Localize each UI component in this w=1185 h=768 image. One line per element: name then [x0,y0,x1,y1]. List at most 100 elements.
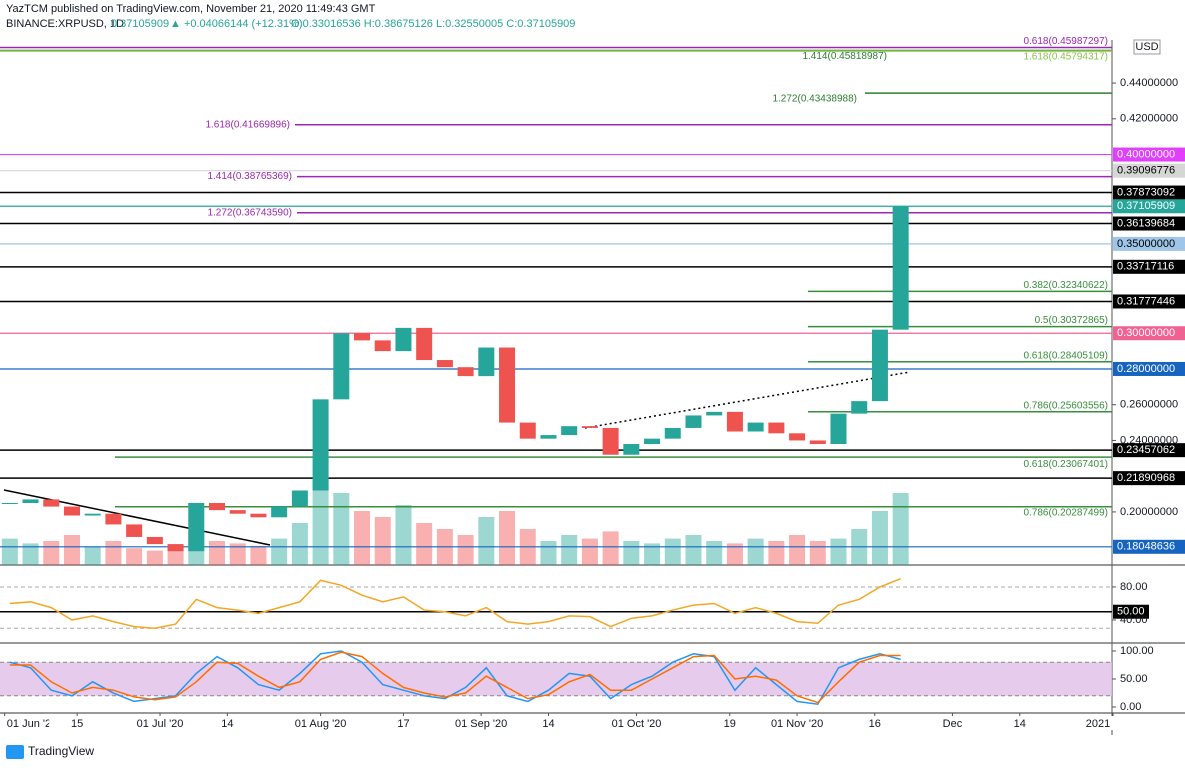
x-tick-bg [1070,716,1126,730]
y-tick-label: 0.00 [1120,701,1141,713]
fib-label: 1.414(0.45818987) [802,51,887,62]
x-tick-label: 15 [71,718,83,730]
rsi-midline-label: 50.00 [1117,606,1145,618]
volume-bar [84,547,101,565]
fib-label: 1.618(0.45794317) [1023,52,1108,63]
x-tick-bg [132,716,189,730]
volume-bar [395,505,412,565]
x-tick-label: Dec [943,718,963,730]
candle [291,490,308,507]
candle [43,499,60,507]
price-box [1113,539,1185,554]
candle [126,524,143,537]
candle [747,422,764,432]
price-box-label: 0.31777446 [1117,295,1175,307]
candle [519,422,536,439]
x-tick-label: 2021 [1086,718,1110,730]
x-tick-bg [701,716,758,730]
candle [499,347,516,423]
x-tick-label: 01 Sep '20 [455,718,507,730]
volume-bar [229,543,246,565]
ohlc: O:0.33016536 H:0.38675126 L:0.32550005 C… [291,18,575,30]
y-tick-label: 40.00 [1120,614,1148,626]
fib-label: 1.414(0.38765369) [207,171,292,182]
fib-label: 0.382(0.32340622) [1023,280,1108,291]
x-tick-bg [846,716,903,730]
candle [581,426,598,428]
candle [105,513,122,525]
candle [354,333,371,341]
rsi-line [9,578,901,629]
y-tick-label: 50.00 [1120,673,1148,685]
candle [395,327,412,352]
price-box-label: 0.37873092 [1117,186,1175,198]
volume-bar [478,517,495,565]
x-tick-bg [991,716,1048,730]
candle [830,413,847,445]
volume-bar [374,517,391,565]
x-tick-bg [49,716,106,730]
volume-bar [43,541,60,565]
volume-bar [416,523,433,565]
volume-bar [623,541,640,565]
candle [209,502,226,511]
candle [706,411,723,416]
price-box-label: 0.35000000 [1117,238,1175,250]
price-box [1113,361,1185,376]
candle [22,499,39,503]
price-box [1113,236,1185,251]
volume-bar [312,481,329,565]
stoch-d-line [9,651,901,704]
candle [768,422,785,434]
volume-bar [747,538,764,565]
brand: TradingView [28,744,94,758]
y-tick-label: 100.00 [1120,645,1154,657]
change: ▲ +0.04066144 (+12.31%) [170,18,303,30]
fib-label: 0.5(0.30372865) [1035,315,1108,326]
volume-bar [146,550,163,565]
candle [602,427,619,455]
candle [726,411,743,432]
x-tick-bg [924,716,981,730]
candle [457,367,474,377]
volume-bar [105,541,122,565]
symbol: BINANCE:XRPUSD, 1D [6,18,124,30]
price-box [1113,163,1185,178]
price-box-label: 0.28000000 [1117,363,1175,375]
fib-label: 0.786(0.20287499) [1023,507,1108,518]
price-box [1113,216,1185,231]
candle [250,513,267,518]
volume-bar [685,535,702,565]
volume-bar [63,535,80,565]
volume-bar [540,541,557,565]
price-box-label: 0.30000000 [1117,327,1175,339]
x-tick-bg [608,716,665,730]
y-tick-label: 0.20000000 [1120,506,1178,518]
x-tick-label: 19 [724,718,736,730]
candle [271,506,288,518]
x-tick-bg [199,716,256,730]
y-tick-label: 0.44000000 [1120,77,1178,89]
candle [623,444,640,455]
last-price: 0.37105909 [111,18,169,30]
volume-bar [457,535,474,565]
price-box [1113,604,1149,619]
fib-label: 1.272(0.36743590) [207,207,292,218]
candle [478,347,495,377]
currency: USD [1135,41,1158,53]
volume-bar [1,538,18,565]
price-box [1113,199,1185,214]
volume-bar [499,511,516,565]
x-tick-bg [4,716,60,730]
volume-bar [892,493,909,565]
volume-bar [809,541,826,565]
candle [664,427,681,439]
volume-bar [333,493,350,565]
fib-label: 0.618(0.23067401) [1023,459,1108,470]
volume-bar [789,535,806,565]
price-box-label: 0.18048636 [1117,541,1175,553]
volume-bar [706,541,723,565]
logo [6,745,24,759]
x-tick-bg [520,716,577,730]
